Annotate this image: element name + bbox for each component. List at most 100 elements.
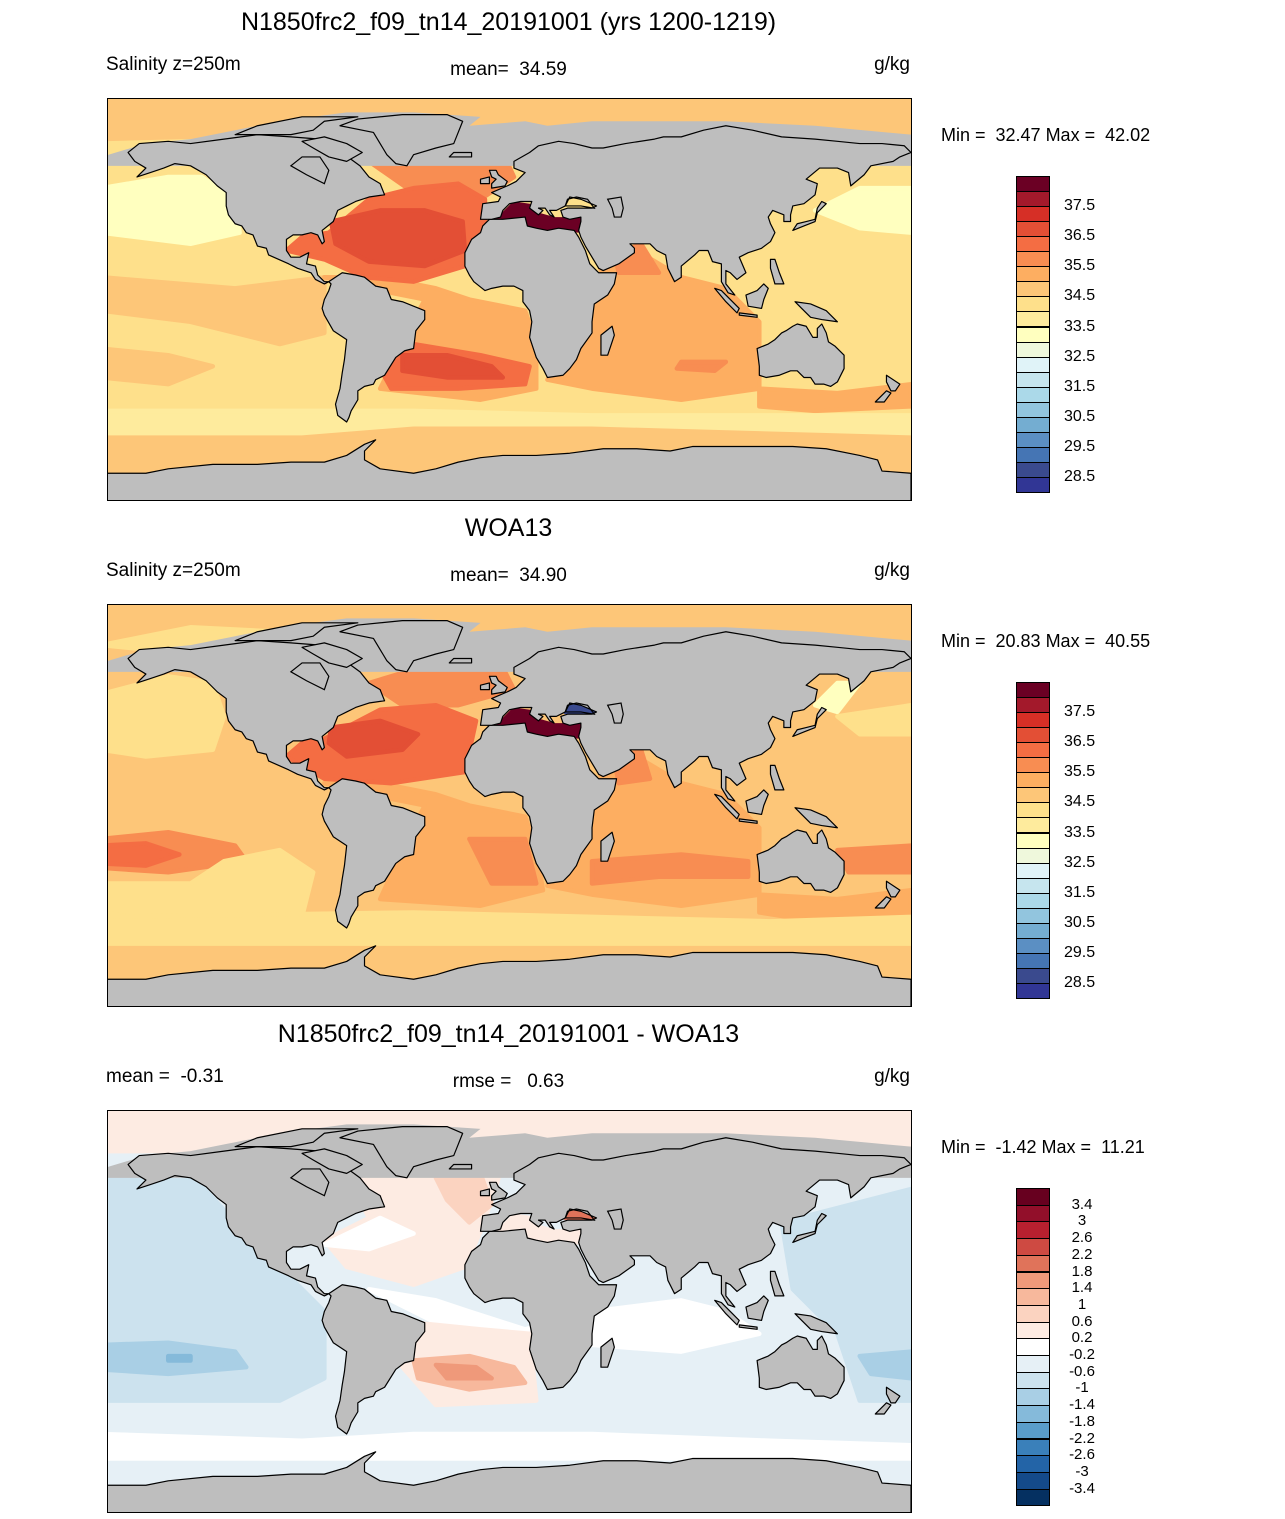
colorbar-box xyxy=(1016,1488,1050,1507)
colorbar-box xyxy=(1016,371,1050,388)
land-iceland xyxy=(449,658,471,662)
colorbar-label: 1 xyxy=(1077,1295,1087,1313)
land-africa xyxy=(465,217,617,377)
land-nz-south xyxy=(875,1403,891,1414)
salinity-contour-region xyxy=(812,185,911,235)
colorbar-box xyxy=(1016,1388,1050,1407)
land-borneo xyxy=(746,1296,768,1321)
colorbar-box xyxy=(1016,862,1050,879)
land-uk xyxy=(489,1182,507,1200)
colorbar-box xyxy=(1016,697,1050,714)
variable-label: Salinity z=250m xyxy=(106,54,241,75)
coastline-hudson-bay xyxy=(291,663,329,690)
colorbar-box xyxy=(1016,176,1050,193)
land-ireland xyxy=(481,1189,490,1196)
land-australia xyxy=(757,1336,844,1398)
colorbar-box xyxy=(1016,712,1050,729)
land-greenland xyxy=(340,1127,463,1178)
land-java xyxy=(739,1325,757,1329)
land-uk xyxy=(489,170,507,188)
salinity-contour-region xyxy=(433,1362,494,1381)
colorbar-label: -1.8 xyxy=(1069,1412,1095,1430)
colorbar-box xyxy=(1016,1204,1050,1223)
panel-title: N1850frc2_f09_tn14_20191001 - WOA13 xyxy=(277,1020,740,1048)
land-baffin xyxy=(302,137,362,162)
colorbar-box xyxy=(1016,922,1050,939)
land-new-zealand xyxy=(886,1387,899,1403)
colorbar-label: 37.5 xyxy=(1064,703,1096,721)
salinity-contour-region xyxy=(400,352,506,380)
colorbar-label: -1 xyxy=(1075,1379,1089,1397)
land-madagascar xyxy=(601,1338,614,1367)
land-madagascar xyxy=(601,832,614,861)
colorbar-label: 33.5 xyxy=(1064,317,1096,335)
colorbar-box xyxy=(1016,461,1050,478)
land-ireland xyxy=(481,177,490,184)
colorbar-box xyxy=(1016,1321,1050,1340)
colorbar-box xyxy=(1016,832,1050,849)
colorbar-box xyxy=(1016,191,1050,208)
land-sumatra xyxy=(715,288,740,313)
colorbar-box xyxy=(1016,1471,1050,1490)
colorbar-box xyxy=(1016,236,1050,253)
land-nz-south xyxy=(875,391,891,402)
coastline-black-sea xyxy=(565,197,594,208)
salinity-contour-region xyxy=(326,718,421,759)
colorbar-label: 35.5 xyxy=(1064,763,1096,781)
salinity-contour-region xyxy=(108,841,182,868)
colorbar-label: 29.5 xyxy=(1064,437,1096,455)
land-north-america xyxy=(128,641,385,790)
colorbar-box xyxy=(1016,1405,1050,1423)
land-australia xyxy=(757,830,844,892)
land-africa xyxy=(465,723,617,883)
colorbar-box xyxy=(1016,847,1050,864)
land-philippines xyxy=(770,765,783,790)
colorbar-label: 1.4 xyxy=(1071,1279,1093,1297)
land-new-guinea xyxy=(795,808,837,828)
colorbar-box xyxy=(1016,1355,1050,1373)
colorbar-label: 37.5 xyxy=(1064,197,1096,215)
colorbar-box xyxy=(1016,1338,1050,1356)
colorbar-label: 3.4 xyxy=(1071,1195,1093,1213)
colorbar-label: -2.2 xyxy=(1069,1429,1095,1447)
colorbar-label: 36.5 xyxy=(1064,733,1096,751)
land-arctic-islands xyxy=(235,117,358,135)
colorbar-label: -2.6 xyxy=(1069,1446,1095,1464)
land-madagascar xyxy=(601,326,614,355)
mean-label: mean= 34.90 xyxy=(450,565,567,586)
variable-label: Salinity z=250m xyxy=(106,560,241,581)
colorbar-label: 2.2 xyxy=(1071,1245,1093,1263)
land-iceland xyxy=(449,152,471,156)
colorbar-box xyxy=(1016,1238,1050,1256)
land-south-america xyxy=(322,779,425,928)
colorbar-box xyxy=(1016,416,1050,433)
salinity-contour-region xyxy=(589,852,751,886)
colorbar-label: 35.5 xyxy=(1064,257,1096,275)
colorbar-label: 30.5 xyxy=(1064,913,1096,931)
colorbar-label: 2.6 xyxy=(1071,1229,1093,1247)
salinity-map-model xyxy=(107,98,912,501)
colorbar-box xyxy=(1016,1421,1050,1440)
colorbar-box xyxy=(1016,311,1050,328)
salinity-contour-region xyxy=(757,887,911,924)
land-arctic-islands xyxy=(235,623,358,641)
colorbar-box xyxy=(1016,877,1050,894)
colorbar-box xyxy=(1016,727,1050,744)
salinity-contour-region xyxy=(674,359,729,374)
land-north-america xyxy=(128,1147,385,1296)
land-arctic-islands xyxy=(235,1129,358,1147)
colorbar-label: 32.5 xyxy=(1064,347,1096,365)
colorbar-box xyxy=(1016,742,1050,759)
model-panel: N1850frc2_f09_tn14_20191001 (yrs 1200-12… xyxy=(0,0,1285,506)
colorbar-label: 1.8 xyxy=(1071,1262,1093,1280)
coastline-black-sea xyxy=(565,1209,594,1220)
colorbar-box xyxy=(1016,682,1050,699)
land-australia xyxy=(757,324,844,386)
coastline-caspian-sea xyxy=(608,703,624,723)
world-map xyxy=(108,1111,911,1512)
colorbar-label: -1.4 xyxy=(1069,1396,1095,1414)
colorbar-label: -0.2 xyxy=(1069,1346,1095,1363)
land-greenland xyxy=(340,115,463,166)
land-philippines xyxy=(770,1271,783,1296)
coastline-hudson-bay xyxy=(291,157,329,184)
